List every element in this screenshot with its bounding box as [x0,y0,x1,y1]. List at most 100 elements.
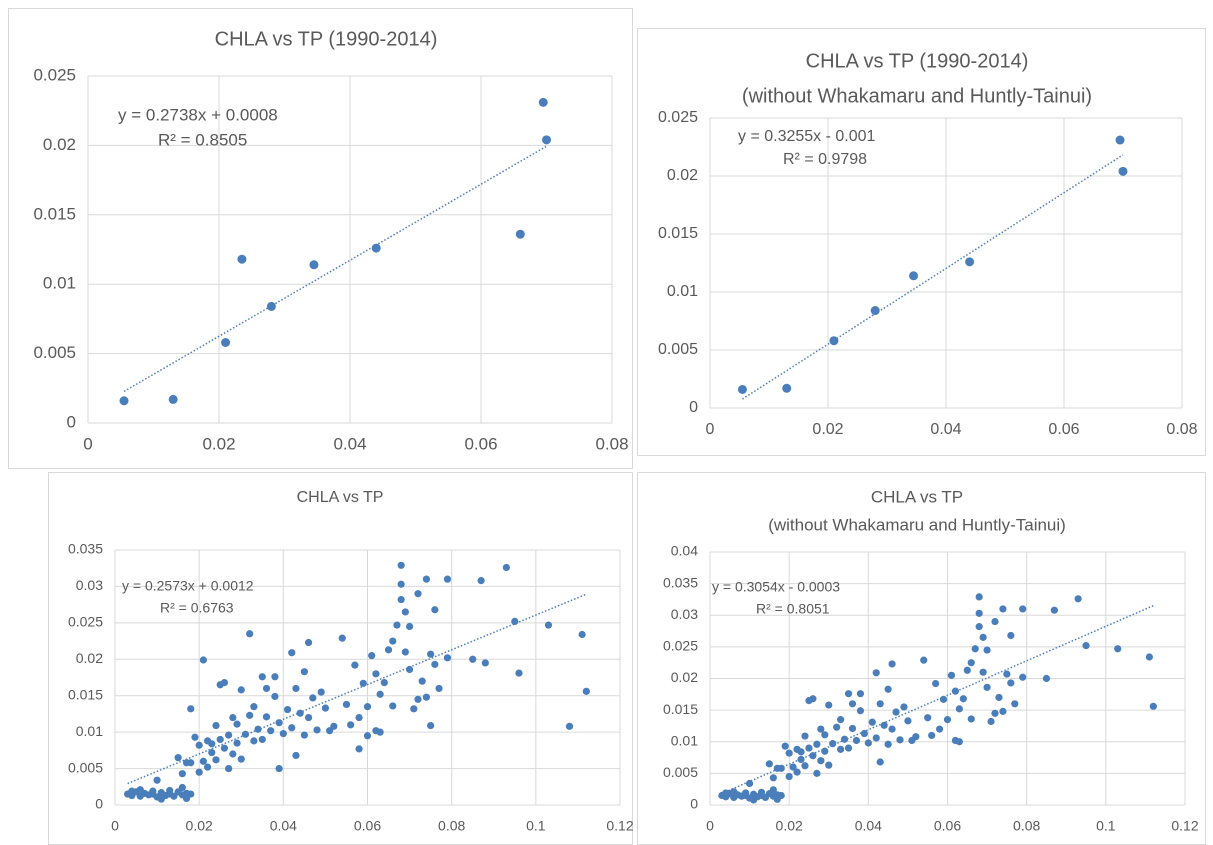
x-tick-label: 0.04 [855,818,882,834]
point [1019,673,1027,681]
point [844,690,853,698]
point [355,745,363,753]
point [999,707,1007,715]
y-tick-label: 0.015 [68,686,103,702]
point [266,301,276,311]
point [544,621,553,629]
point [128,787,136,795]
chart-title: CHLA vs TP [297,489,384,506]
point [745,779,754,788]
x-tick-label: 0 [111,818,119,834]
point [848,700,857,708]
point [987,717,995,726]
point [511,617,519,626]
x-tick-label: 0.04 [333,434,366,453]
y-tick-label: 0.02 [667,167,698,184]
y-tick-label: 0.035 [663,574,698,590]
point [515,669,523,677]
y-tick-label: 0.025 [663,638,698,654]
y-tick-label: 0.005 [658,341,698,358]
point [722,789,730,797]
trend-equation: R² = 0.6763 [160,600,234,616]
point [216,735,224,744]
point [313,726,321,734]
point [821,731,829,739]
point [777,764,785,772]
y-tick-label: 0.02 [671,669,698,685]
point [241,730,250,738]
point [187,705,195,713]
point [414,695,422,703]
point [963,666,971,674]
chart-frame [637,28,1206,456]
point [422,575,431,583]
point [801,732,809,740]
point [837,716,845,724]
point [359,679,367,687]
point [443,654,452,662]
point [309,260,319,270]
point [321,704,330,712]
point [304,638,313,647]
point [262,713,271,721]
x-tick-label: 0.08 [438,818,465,834]
point [469,655,477,663]
point [384,646,393,654]
point [785,772,793,781]
point [271,692,279,701]
point [801,762,809,770]
point [872,669,880,677]
point [904,717,912,725]
point [928,731,936,740]
point [168,394,178,404]
point [797,755,805,764]
point [951,687,960,695]
point [195,768,203,776]
point [909,271,919,281]
point [237,755,245,763]
point [136,786,144,794]
point [884,685,892,693]
trend-equation: y = 0.2738x + 0.0008 [118,105,278,124]
point [208,748,216,757]
point [254,725,262,733]
y-tick-label: 0.01 [671,732,698,748]
point [393,621,401,629]
point [793,768,801,776]
point [821,747,829,755]
y-tick-label: 0.01 [76,723,103,739]
point [578,630,586,639]
point [868,718,876,726]
point [737,384,747,394]
point [781,742,789,750]
point [237,686,245,694]
x-tick-label: 0.04 [270,818,297,834]
trendline [123,145,547,393]
point [876,758,884,766]
x-tick-label: 0.04 [930,421,961,438]
point [833,723,841,731]
point [371,243,381,253]
point [860,729,868,738]
point [538,97,548,107]
point [809,752,817,760]
point [852,736,861,745]
point [983,646,991,654]
point [757,788,766,796]
x-tick-label: 0.08 [595,434,628,453]
y-tick-label: 0.005 [33,343,76,362]
point [1003,670,1011,678]
point [304,713,313,722]
point [955,738,963,746]
trend-equation: R² = 0.8051 [756,601,830,617]
point [991,617,999,626]
point [920,656,928,664]
point [924,714,932,722]
x-tick-label: 0.12 [1171,818,1198,834]
y-tick-label: 0.03 [76,577,103,593]
point [182,794,191,803]
point [422,693,431,701]
point [825,761,833,769]
point [1115,135,1125,145]
